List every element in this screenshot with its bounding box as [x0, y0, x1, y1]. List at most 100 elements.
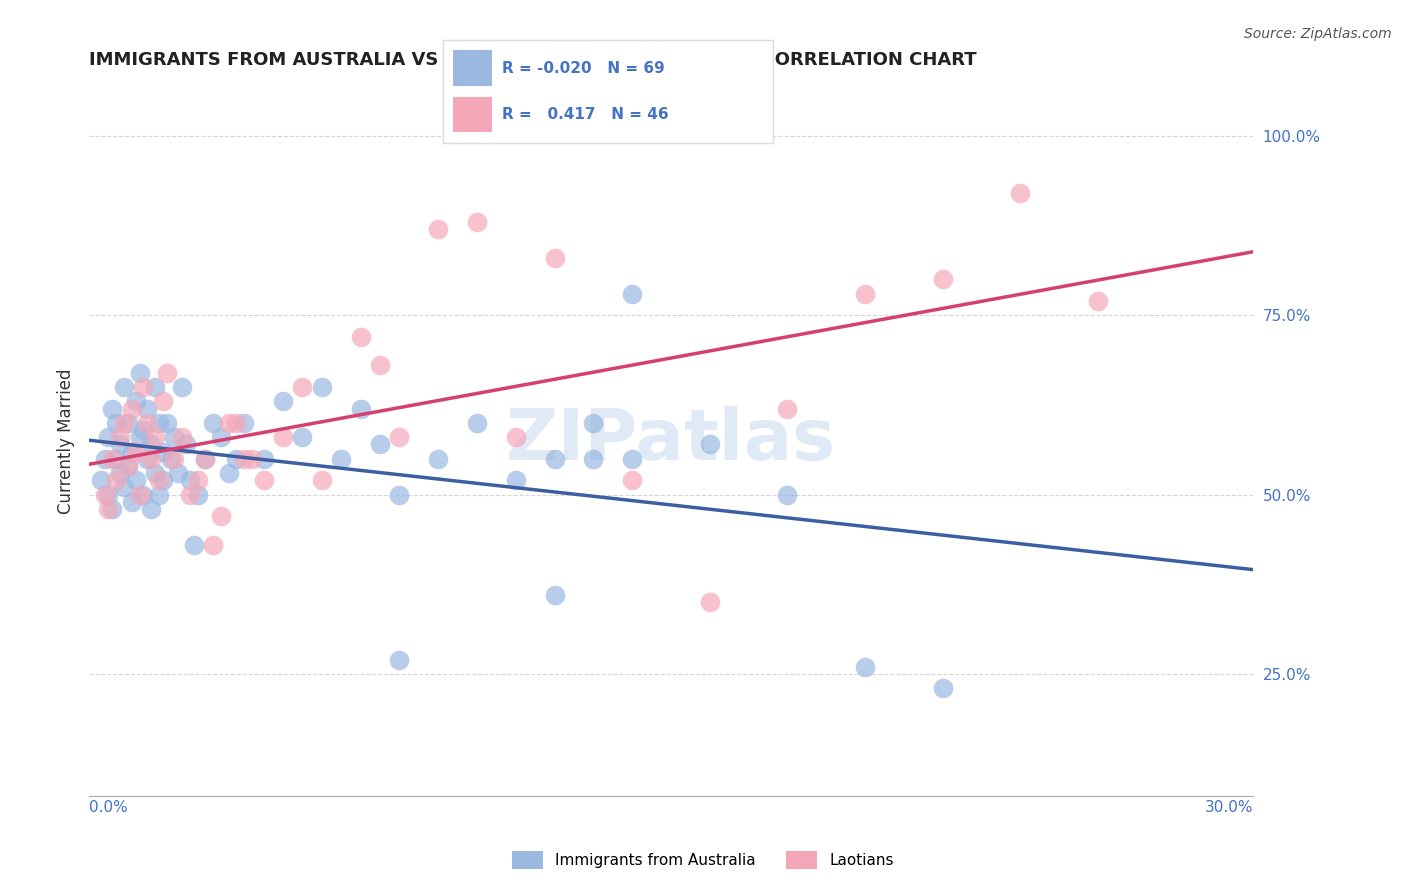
Text: IMMIGRANTS FROM AUSTRALIA VS LAOTIAN CURRENTLY MARRIED CORRELATION CHART: IMMIGRANTS FROM AUSTRALIA VS LAOTIAN CUR… — [89, 51, 977, 69]
Point — [465, 416, 488, 430]
Point — [112, 480, 135, 494]
Point — [621, 473, 644, 487]
Point — [388, 488, 411, 502]
Point — [368, 359, 391, 373]
Point — [311, 473, 333, 487]
Point — [350, 401, 373, 416]
Point — [505, 430, 527, 444]
Point — [1087, 293, 1109, 308]
Point — [167, 466, 190, 480]
Point — [156, 366, 179, 380]
Point — [124, 473, 146, 487]
Point — [187, 488, 209, 502]
Point — [218, 466, 240, 480]
Point — [143, 466, 166, 480]
Point — [233, 416, 256, 430]
Point — [853, 660, 876, 674]
Point — [93, 488, 115, 502]
Point — [225, 416, 247, 430]
Point — [136, 416, 159, 430]
Point — [179, 488, 201, 502]
Point — [582, 451, 605, 466]
Point — [621, 286, 644, 301]
Point — [97, 430, 120, 444]
Point — [368, 437, 391, 451]
Point — [143, 380, 166, 394]
Point — [112, 380, 135, 394]
Point — [121, 495, 143, 509]
Point — [202, 538, 225, 552]
Point — [174, 437, 197, 451]
Point — [136, 451, 159, 466]
Point — [194, 451, 217, 466]
Point — [117, 416, 139, 430]
Point — [776, 401, 799, 416]
Point — [159, 451, 181, 466]
Point — [128, 488, 150, 502]
Point — [108, 466, 131, 480]
Text: 30.0%: 30.0% — [1205, 800, 1253, 814]
Point — [388, 653, 411, 667]
Point — [148, 488, 170, 502]
Point — [117, 458, 139, 473]
Point — [194, 451, 217, 466]
Point — [105, 416, 128, 430]
Point — [128, 430, 150, 444]
Point — [101, 401, 124, 416]
Point — [621, 451, 644, 466]
Point — [152, 473, 174, 487]
Bar — [453, 96, 492, 132]
Point — [582, 416, 605, 430]
Point — [117, 458, 139, 473]
Y-axis label: Currently Married: Currently Married — [58, 368, 75, 514]
Text: R = -0.020   N = 69: R = -0.020 N = 69 — [502, 61, 665, 76]
Point — [1010, 186, 1032, 201]
Point — [209, 509, 232, 524]
Point — [132, 488, 155, 502]
Point — [179, 473, 201, 487]
Point — [505, 473, 527, 487]
Point — [543, 588, 565, 602]
Point — [776, 488, 799, 502]
Point — [427, 451, 450, 466]
Point — [132, 380, 155, 394]
Point — [465, 215, 488, 229]
Point — [291, 430, 314, 444]
Point — [90, 473, 112, 487]
Point — [121, 444, 143, 458]
Point — [139, 437, 162, 451]
Point — [388, 430, 411, 444]
Bar — [453, 50, 492, 87]
Point — [124, 444, 146, 458]
Point — [172, 430, 194, 444]
Point — [931, 681, 953, 696]
Point — [699, 437, 721, 451]
Point — [97, 502, 120, 516]
Point — [233, 451, 256, 466]
Point — [148, 416, 170, 430]
Text: Source: ZipAtlas.com: Source: ZipAtlas.com — [1244, 27, 1392, 41]
Point — [543, 251, 565, 265]
Point — [132, 423, 155, 437]
Point — [163, 430, 186, 444]
Point — [225, 451, 247, 466]
Point — [108, 437, 131, 451]
Point — [187, 473, 209, 487]
Point — [291, 380, 314, 394]
Text: ZIPatlas: ZIPatlas — [506, 406, 837, 475]
Point — [139, 451, 162, 466]
Point — [139, 502, 162, 516]
Point — [202, 416, 225, 430]
Point — [853, 286, 876, 301]
Point — [101, 502, 124, 516]
Point — [156, 416, 179, 430]
Point — [112, 416, 135, 430]
Point — [271, 430, 294, 444]
Point — [101, 451, 124, 466]
Point — [699, 595, 721, 609]
Legend: Immigrants from Australia, Laotians: Immigrants from Australia, Laotians — [506, 845, 900, 875]
Point — [93, 451, 115, 466]
Point — [121, 401, 143, 416]
Point — [330, 451, 353, 466]
Point — [136, 401, 159, 416]
